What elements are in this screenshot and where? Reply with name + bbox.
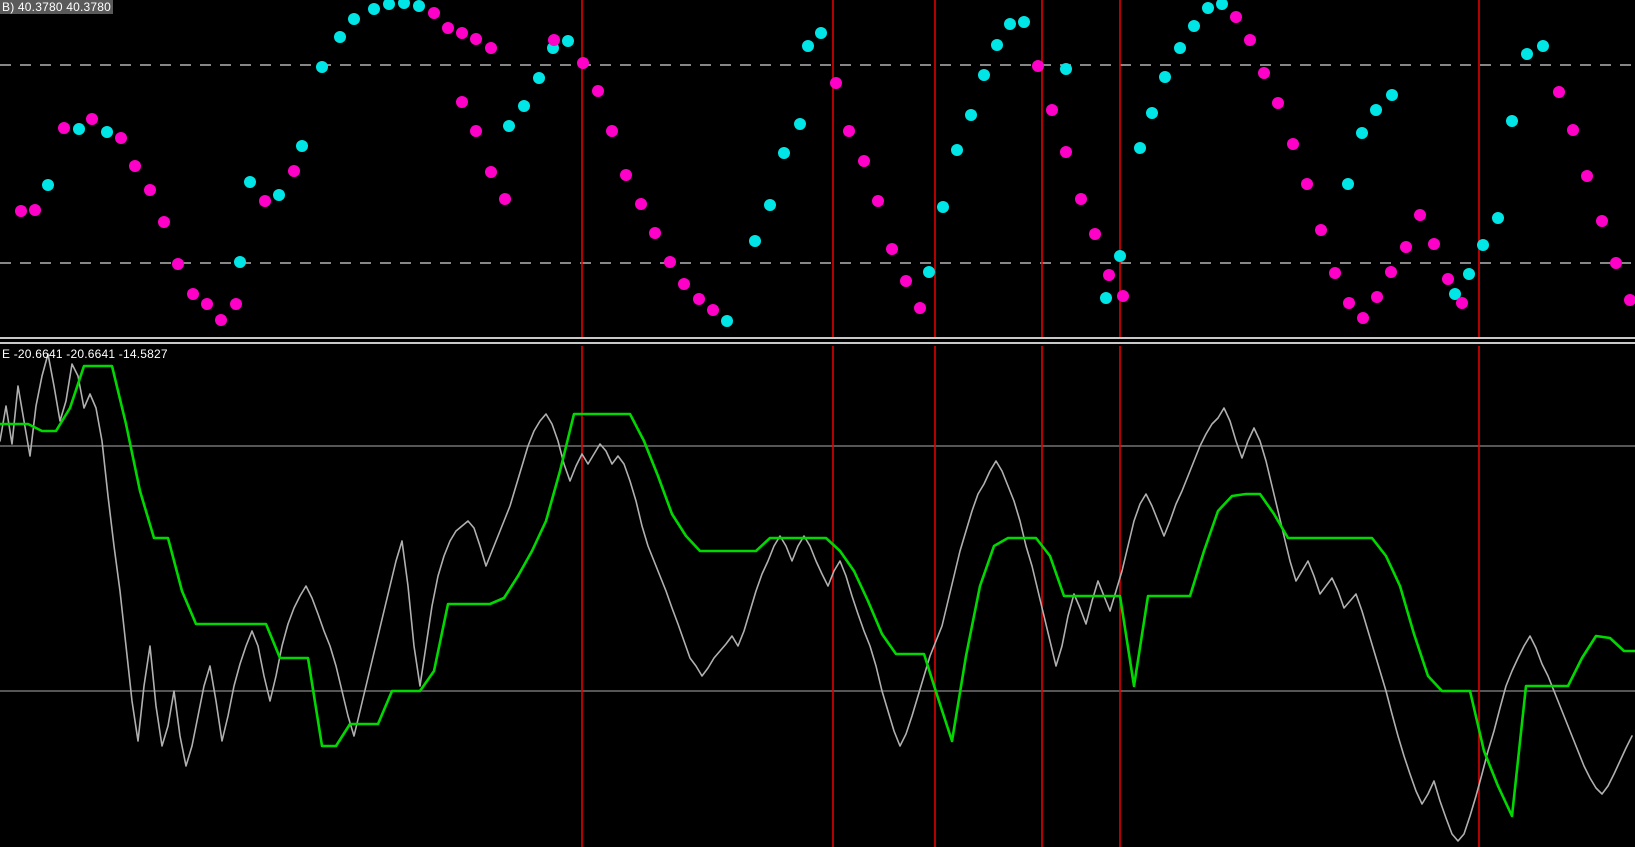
lower-panel-data-label: E -20.6641 -20.6641 -14.5827	[2, 347, 168, 361]
vertical-separator-group	[581, 0, 1480, 337]
oscillator-signal-line	[0, 364, 1635, 818]
upper-indicator-panel[interactable]: B) 40.3780 40.3780	[0, 0, 1635, 337]
upper-grid-lines	[0, 64, 1635, 264]
oscillator-main-line	[0, 353, 1633, 842]
lower-panel-canvas	[0, 346, 1635, 847]
panel-separator-line-top	[0, 337, 1635, 339]
panel-separator-line-bottom	[0, 342, 1635, 344]
panel-separator	[0, 337, 1635, 346]
lower-oscillator-panel[interactable]: E -20.6641 -20.6641 -14.5827	[0, 346, 1635, 847]
upper-panel-canvas	[0, 0, 1635, 337]
vertical-separator-group	[581, 346, 1480, 847]
upper-panel-data-label: B) 40.3780 40.3780	[0, 0, 114, 14]
lower-grid-lines	[0, 445, 1635, 692]
sar-dot-series	[15, 0, 1635, 327]
